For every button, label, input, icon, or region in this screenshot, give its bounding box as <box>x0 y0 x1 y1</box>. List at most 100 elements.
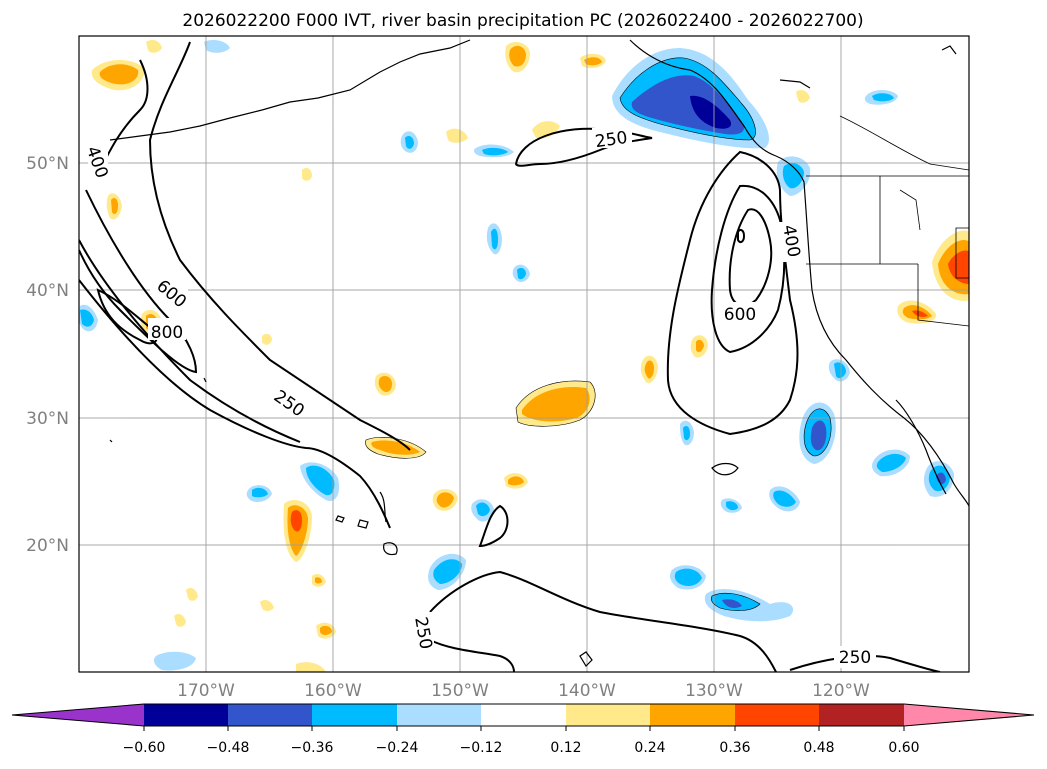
colorbar-tick-label: −0.36 <box>291 740 334 756</box>
contour-south-250b <box>429 639 515 672</box>
contour-west-250 <box>79 279 391 529</box>
precip-area-cpac2-core <box>371 440 420 455</box>
map-panel: 400 600 800 250 250 400 600 250 250 <box>79 36 969 672</box>
lat-label: 40°N <box>26 281 69 301</box>
ivt-contours <box>79 41 941 672</box>
contour-west-400 <box>79 239 301 443</box>
lon-label: 150°W <box>431 681 489 701</box>
contour-south-250 <box>429 570 777 672</box>
colorbar-segment <box>144 704 228 726</box>
precip-area-p2 <box>262 333 272 345</box>
contour-ak2 <box>148 41 411 451</box>
colorbar-tick-label: 0.12 <box>550 740 581 756</box>
colorbar-tick-label: −0.12 <box>460 740 503 756</box>
precip-area-cpac4-core <box>436 492 454 508</box>
precip-area-p3-core <box>320 625 332 635</box>
map-frame <box>78 35 970 673</box>
precip-area-n5-core <box>773 490 796 507</box>
precip-area-n17-core <box>517 267 526 280</box>
contour-label: 250 <box>594 128 629 152</box>
lon-label: 130°W <box>685 681 743 701</box>
contour-ar-600 <box>728 208 773 307</box>
precip-area-cpac7-core <box>696 339 704 353</box>
precip-area-n18-core <box>726 501 738 511</box>
contour-ar-400 <box>710 184 786 354</box>
contour-label: 800 <box>151 323 183 343</box>
precip-area-n4-deep <box>722 599 742 608</box>
contour-west-800 <box>96 288 158 345</box>
precip-area-offca-core <box>810 420 827 451</box>
colorbar-segment <box>650 704 735 726</box>
precip-area-npac2-core <box>584 57 602 66</box>
state-borders <box>806 115 969 327</box>
colorbar-tick-label: 0.24 <box>634 740 665 756</box>
contour-ar-250 <box>666 150 799 436</box>
colorbar-tick-label: −0.24 <box>376 740 419 756</box>
colorbar-tick-label: 0.48 <box>803 740 834 756</box>
colorbar-extend-max <box>904 704 1034 726</box>
colorbar-segment <box>228 704 312 726</box>
lon-label: 170°W <box>177 681 235 701</box>
precip-area-npac-core <box>509 45 526 67</box>
precip-area-nca-deep <box>912 310 928 317</box>
precip-area-n15 <box>154 651 196 671</box>
colorbar-segment <box>735 704 819 726</box>
coastlines <box>109 39 969 667</box>
lon-label: 160°W <box>304 681 362 701</box>
lat-label: 20°N <box>26 536 69 556</box>
precip-area-n9-core <box>872 93 894 102</box>
lon-label: 140°W <box>558 681 616 701</box>
colorbar <box>11 703 1035 731</box>
colorbar-tick-label: 0.36 <box>719 740 750 756</box>
precip-area-coast-core <box>782 163 804 189</box>
contour-se-250 <box>789 654 941 672</box>
precip-area-cpac6-core <box>644 360 654 379</box>
precip-area-wpac3-core <box>111 198 118 214</box>
precip-area-wpac2-core <box>99 64 139 85</box>
colorbar-segment <box>566 704 650 726</box>
colorbar-segment <box>481 704 566 726</box>
contour-labels: 400 600 800 250 250 400 600 250 250 <box>82 128 876 668</box>
contour-small <box>478 504 509 548</box>
contour-ar-inner <box>737 228 746 244</box>
precip-area-n1-core <box>306 465 335 496</box>
precip-area-baja-deep <box>936 472 946 485</box>
precip-area-p8 <box>186 588 198 601</box>
contour-label: 600 <box>724 305 756 325</box>
colorbar-segment <box>312 704 397 726</box>
precip-area-p5-core <box>315 577 322 584</box>
precip-area-socal-core <box>876 453 906 472</box>
colorbar-segment <box>819 704 904 726</box>
precip-area-p6 <box>174 614 186 627</box>
plot-title: 2026022200 F000 IVT, river basin precipi… <box>182 11 863 31</box>
contour-ne-250 <box>514 127 653 167</box>
colorbar-tick-label: −0.60 <box>123 740 166 756</box>
contour-label: 250 <box>839 648 871 668</box>
precip-shading <box>79 40 969 672</box>
precip-area-n11-core <box>80 309 94 327</box>
precip-area-wpac1-core <box>290 510 302 532</box>
gridlines <box>79 36 969 672</box>
precip-area-nv-core <box>948 250 969 284</box>
precip-area-n8-core <box>482 147 508 156</box>
precip-area-cpac1-core <box>522 386 590 422</box>
lat-label: 50°N <box>26 154 69 174</box>
precip-area-p7 <box>260 600 274 611</box>
colorbar-ticks: −0.60 −0.48 −0.36 −0.24 −0.12 0.12 0.24 … <box>123 740 920 756</box>
precip-area-n2-core <box>433 559 462 584</box>
latitude-labels: 50°N 40°N 30°N 20°N <box>26 154 69 556</box>
precip-area-p12 <box>146 40 162 53</box>
precip-area-n7-core <box>405 136 414 149</box>
precip-area-n3-core <box>674 568 702 586</box>
precip-area-p4 <box>296 662 326 672</box>
contour-west-600 <box>79 189 198 374</box>
contour-ak <box>99 59 149 171</box>
precip-outlines <box>365 57 832 611</box>
precip-area-n12-core <box>683 426 690 441</box>
precip-area-n6-core <box>491 228 498 250</box>
colorbar-segment <box>397 704 481 726</box>
colorbar-tick-label: −0.48 <box>207 740 250 756</box>
precip-area-cpac5-core <box>508 476 524 486</box>
